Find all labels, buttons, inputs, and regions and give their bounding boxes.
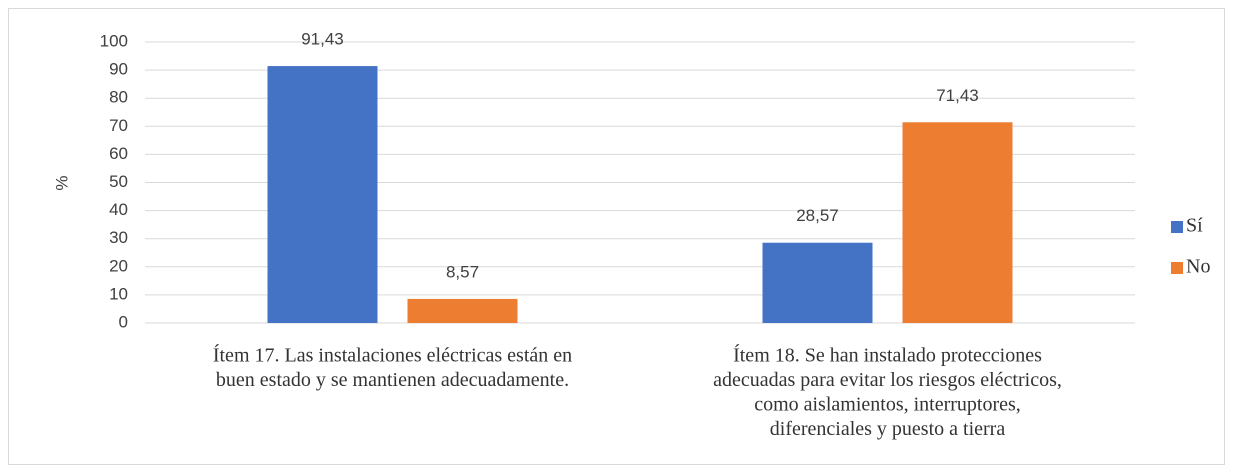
bar bbox=[267, 66, 378, 324]
y-tick-label: 100 bbox=[100, 31, 128, 50]
y-tick-label: 70 bbox=[109, 116, 128, 135]
value-label: 8,57 bbox=[446, 262, 479, 281]
value-label: 71,43 bbox=[936, 86, 979, 105]
chart-border bbox=[8, 8, 1225, 465]
legend-swatch bbox=[1171, 262, 1183, 274]
bar bbox=[762, 242, 873, 323]
y-tick-label: 90 bbox=[109, 60, 128, 79]
y-tick-label: 80 bbox=[109, 88, 128, 107]
legend-label: No bbox=[1186, 256, 1210, 278]
y-tick-label: 50 bbox=[109, 172, 128, 191]
y-tick-label: 60 bbox=[109, 144, 128, 163]
y-tick-label: 20 bbox=[109, 256, 128, 275]
x-tick-label: adecuadas para evitar los riesgos eléctr… bbox=[713, 369, 1062, 391]
y-tick-label: 0 bbox=[119, 312, 128, 331]
y-tick-label: 40 bbox=[109, 200, 128, 219]
x-tick-label: diferenciales y puesto a tierra bbox=[770, 418, 1006, 440]
legend-swatch bbox=[1171, 221, 1183, 233]
x-tick-label: buen estado y se mantienen adecuadamente… bbox=[216, 369, 569, 391]
y-axis-label: % bbox=[52, 175, 71, 190]
value-label: 28,57 bbox=[796, 206, 839, 225]
bar bbox=[902, 122, 1013, 323]
y-tick-label: 30 bbox=[109, 228, 128, 247]
x-tick-label: Ítem 18. Se han instalado protecciones bbox=[733, 344, 1042, 367]
bar bbox=[407, 298, 518, 323]
x-tick-label: Ítem 17. Las instalaciones eléctricas es… bbox=[213, 344, 572, 367]
legend-label: Sí bbox=[1186, 215, 1203, 237]
y-tick-label: 10 bbox=[109, 284, 128, 303]
value-label: 91,43 bbox=[301, 30, 344, 49]
x-tick-label: como aislamientos, interruptores, bbox=[754, 394, 1021, 416]
